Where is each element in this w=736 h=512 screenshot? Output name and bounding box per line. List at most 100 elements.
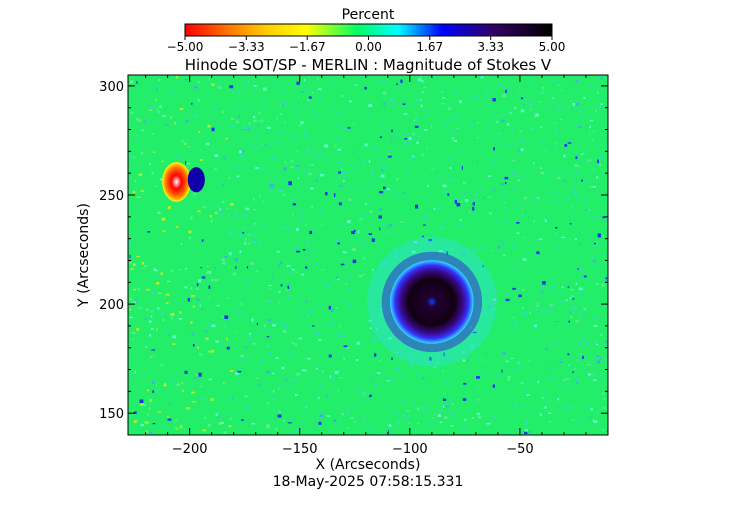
texture-speck [186,394,188,397]
texture-speck [553,199,557,201]
texture-speck [129,245,131,248]
texture-speck [496,374,500,378]
texture-fleck [518,294,522,298]
texture-speck [575,320,579,323]
texture-speck [337,162,341,164]
texture-speck [215,340,219,343]
texture-speck [541,397,544,400]
texture-speck [424,214,428,217]
texture-speck [312,91,314,94]
texture-speck [343,127,348,131]
texture-speck [341,94,344,97]
texture-speck [266,328,268,331]
texture-speck [320,173,324,177]
texture-speck [422,405,426,409]
texture-speck [134,370,137,374]
texture-fleck [402,103,406,105]
texture-speck [190,429,192,431]
texture-speck [268,300,272,303]
texture-speck [181,140,185,142]
texture-speck [481,137,483,140]
texture-speck [283,180,286,182]
texture-fleck [472,203,474,205]
texture-fleck [387,430,389,434]
pore-positive [187,167,205,193]
texture-speck [252,234,257,237]
texture-speck [300,91,304,93]
texture-fleck [374,353,377,357]
texture-speck [574,306,577,310]
texture-speck [348,100,352,103]
texture-speck [566,302,570,304]
texture-speck [306,241,310,245]
texture-speck [268,319,272,321]
texture-speck [559,361,563,363]
texture-fleck [482,264,484,268]
texture-speck [290,159,294,163]
texture-fleck [333,193,336,197]
texture-fleck [229,85,234,89]
texture-speck [418,134,422,138]
texture-speck [566,172,568,175]
texture-speck [503,202,506,204]
texture-speck [508,86,511,88]
texture-speck [433,366,436,369]
texture-speck [461,253,465,255]
texture-speck [606,427,608,431]
x-axis-ticks: −200 −150 −100 −50 [145,75,609,457]
texture-speck [334,144,337,148]
texture-speck [128,241,131,245]
texture-speck [213,170,215,173]
texture-speck [249,228,251,230]
texture-speck [188,237,192,239]
texture-speck [574,172,578,176]
texture-speck [346,427,349,429]
texture-speck [413,119,416,122]
texture-speck [233,341,235,345]
texture-speck [305,134,308,138]
texture-speck [371,337,376,341]
texture-fleck [191,102,193,105]
texture-speck [278,410,281,413]
texture-speck [553,172,556,174]
texture-speck [485,127,487,130]
texture-speck [230,125,234,128]
texture-speck [445,221,448,223]
texture-speck [482,359,484,362]
texture-speck [477,385,479,387]
texture-speck [377,161,379,164]
texture-speck [409,363,414,367]
texture-speck [303,171,307,174]
texture-speck [136,328,140,331]
texture-speck [217,410,220,413]
texture-speck [528,360,531,362]
texture-speck [131,331,136,334]
texture-speck [575,378,579,381]
texture-speck [334,370,339,374]
texture-speck [416,98,420,102]
texture-speck [421,91,425,94]
texture-speck [237,165,241,168]
texture-speck [528,431,531,434]
texture-fleck [567,353,570,356]
texture-speck [473,211,476,214]
texture-fleck [379,136,382,139]
texture-speck [544,410,546,413]
texture-speck [353,169,357,172]
y-axis-label: Y (Arcseconds) [76,203,92,308]
texture-fleck [369,394,372,398]
texture-speck [318,152,322,155]
texture-speck [459,218,462,221]
texture-speck [255,167,259,170]
texture-speck [129,308,132,311]
texture-speck [296,165,300,167]
texture-speck [536,92,540,94]
texture-speck [511,369,516,372]
texture-speck [142,262,144,265]
texture-speck [379,78,382,81]
texture-speck [420,82,422,85]
texture-speck [378,312,383,316]
texture-speck [198,80,200,84]
texture-speck [514,321,518,325]
texture-speck [371,237,373,240]
